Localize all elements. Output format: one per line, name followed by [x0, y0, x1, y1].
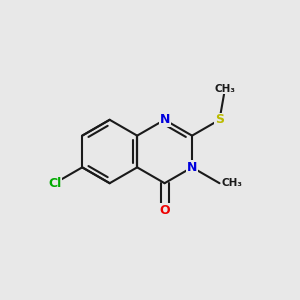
Text: CH₃: CH₃: [214, 84, 236, 94]
Text: CH₃: CH₃: [221, 178, 242, 188]
Text: N: N: [187, 161, 197, 174]
Text: N: N: [159, 113, 170, 126]
Text: S: S: [215, 113, 224, 126]
Text: Cl: Cl: [48, 177, 61, 190]
Text: O: O: [159, 204, 170, 217]
